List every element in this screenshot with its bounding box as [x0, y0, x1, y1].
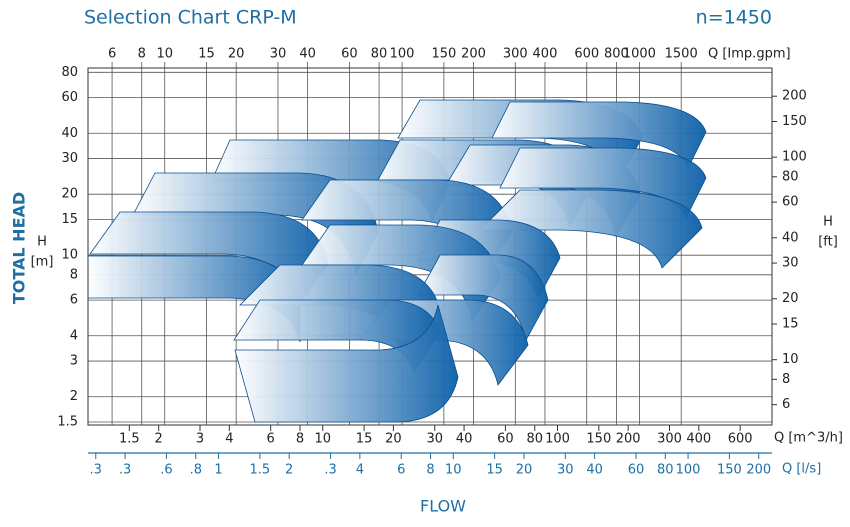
x-tick-label: 4 [225, 432, 233, 447]
x2-tick-label: 100 [676, 463, 701, 478]
x-tick-label: 6 [267, 432, 275, 447]
x2-tick-label: 60 [628, 463, 645, 478]
y-tick-label: 2 [70, 389, 78, 404]
x2-tick-label: 15 [486, 463, 503, 478]
x3-tick-label: 400 [533, 47, 558, 62]
top-axis-label: Q [Imp.gpm] [708, 47, 791, 62]
plot-frame [87, 67, 773, 426]
y-tick-label: 20 [61, 187, 78, 202]
y2-tick-label: 8 [782, 372, 790, 387]
x3-tick-label: 30 [270, 47, 287, 62]
x-tick-label: 40 [456, 432, 473, 447]
y-symbol: H [37, 235, 47, 250]
x2-tick-label: .3 [324, 463, 336, 478]
x3-tick-label: 80 [371, 47, 388, 62]
y2-unit: [ft] [818, 235, 838, 250]
y-tick-label: 1.5 [57, 415, 78, 430]
x-tick-label: 10 [314, 432, 331, 447]
x-tick-label: 400 [686, 432, 711, 447]
x2-tick-label: 8 [426, 463, 434, 478]
x2-tick-label: 1 [214, 463, 222, 478]
x2-tick-label: .3 [119, 463, 131, 478]
y-tick-label: 80 [61, 65, 78, 80]
y2-tick-label: 20 [782, 291, 799, 306]
x2-tick-label: 200 [746, 463, 771, 478]
x3-tick-label: 1500 [665, 47, 698, 62]
x3-tick-label: 200 [461, 47, 486, 62]
x-tick-label: 30 [426, 432, 443, 447]
y-tick-label: 30 [61, 151, 78, 166]
x3-tick-label: 150 [431, 47, 456, 62]
y2-tick-label: 30 [782, 256, 799, 271]
y-tick-label: 8 [70, 267, 78, 282]
x-tick-label: 8 [296, 432, 304, 447]
x2-tick-label: 40 [586, 463, 603, 478]
y-tick-label: 40 [61, 126, 78, 141]
y2-tick-label: 6 [782, 397, 790, 412]
x2-tick-label: 1.5 [250, 463, 271, 478]
x-tick-label: 15 [356, 432, 373, 447]
x-tick-label: 600 [728, 432, 753, 447]
y2-tick-label: 60 [782, 195, 799, 210]
x-tick-label: 200 [616, 432, 641, 447]
y2-tick-label: 100 [782, 150, 807, 165]
x3-tick-label: 600 [574, 47, 599, 62]
x3-tick-label: 20 [228, 47, 245, 62]
x-tick-label: 20 [385, 432, 402, 447]
x-tick-label: 100 [545, 432, 570, 447]
y-unit: [m] [31, 255, 54, 270]
x2-tick-label: 2 [285, 463, 293, 478]
x-tick-label: 2 [155, 432, 163, 447]
x-tick-label: 60 [497, 432, 514, 447]
x2-tick-label: 20 [516, 463, 533, 478]
selection-areas [87, 99, 707, 423]
x2-tick-label: .6 [160, 463, 172, 478]
selection-area [479, 189, 703, 269]
x2-tick-label: 6 [397, 463, 405, 478]
ls-axis-label: Q [l/s] [782, 462, 821, 477]
x2-tick-label: 10 [445, 463, 462, 478]
x2-tick-label: 30 [557, 463, 574, 478]
x-tick-label: 150 [586, 432, 611, 447]
x-title: FLOW [420, 497, 466, 516]
x-tick-label: 1.5 [119, 432, 140, 447]
y-tick-label: 10 [61, 248, 78, 263]
x-tick-label: 80 [526, 432, 543, 447]
x3-tick-label: 10 [156, 47, 173, 62]
x3-tick-label: 1000 [623, 47, 656, 62]
x3-tick-label: 40 [299, 47, 316, 62]
y-tick-label: 60 [61, 90, 78, 105]
x3-tick-label: 800 [604, 47, 629, 62]
y-tick-label: 3 [70, 354, 78, 369]
y2-tick-label: 40 [782, 230, 799, 245]
x2-tick-label: 80 [657, 463, 674, 478]
x2-tick-label: .3 [90, 463, 102, 478]
y-tick-label: 4 [70, 328, 78, 343]
x3-tick-label: 6 [108, 47, 116, 62]
x3-tick-label: 60 [341, 47, 358, 62]
x3-tick-label: 8 [138, 47, 146, 62]
x-tick-label: 3 [196, 432, 204, 447]
y-title: TOTAL HEAD [10, 192, 29, 304]
speed-annotation: n=1450 [696, 7, 772, 29]
y2-tick-label: 150 [782, 114, 807, 129]
x-tick-label: 300 [657, 432, 682, 447]
chart-title: Selection Chart CRP-M [84, 7, 297, 29]
y2-tick-label: 200 [782, 89, 807, 104]
x3-tick-label: 300 [503, 47, 528, 62]
x2-tick-label: 150 [717, 463, 742, 478]
x3-tick-label: 100 [390, 47, 415, 62]
selection-area [234, 304, 459, 423]
x2-tick-label: 4 [356, 463, 364, 478]
y2-tick-label: 15 [782, 317, 799, 332]
y2-tick-label: 10 [782, 352, 799, 367]
y-tick-label: 15 [61, 212, 78, 227]
bottom-axis-label: Q [m^3/h] [774, 431, 843, 446]
y2-tick-label: 80 [782, 169, 799, 184]
x3-tick-label: 15 [198, 47, 215, 62]
y-tick-label: 6 [70, 293, 78, 308]
y2-symbol: H [823, 215, 833, 230]
x2-tick-label: .8 [190, 463, 202, 478]
